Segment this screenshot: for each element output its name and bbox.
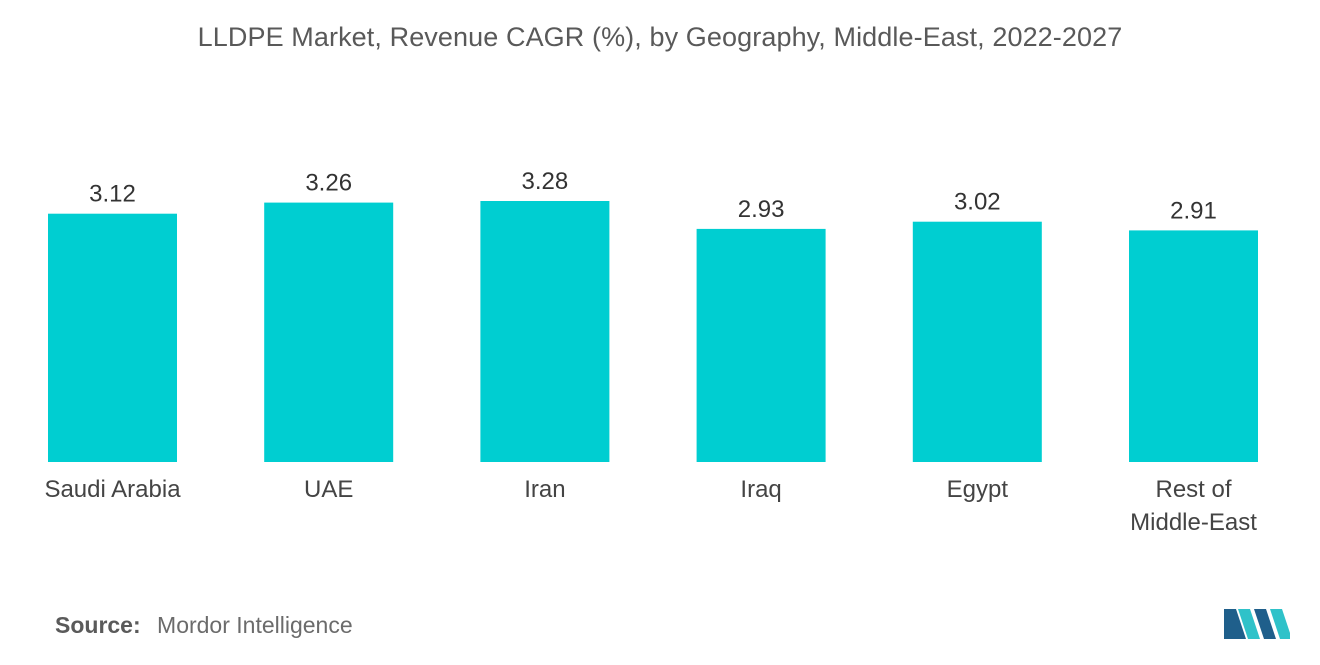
bars-layer: [48, 201, 1258, 462]
bar-3: [696, 228, 826, 462]
bar-1: [264, 202, 394, 462]
bar-4: [912, 221, 1042, 462]
source-note: Source: Mordor Intelligence: [55, 612, 353, 639]
value-label-0: 3.12: [89, 181, 136, 208]
category-label-3: Iraq: [740, 476, 781, 503]
source-text: Mordor Intelligence: [157, 612, 353, 638]
source-label: Source:: [55, 612, 141, 638]
value-label-1: 3.26: [305, 170, 352, 197]
category-label-1: UAE: [304, 476, 353, 503]
bar-5: [1129, 230, 1258, 462]
category-label-0: Saudi Arabia: [44, 476, 181, 503]
category-labels-layer: Saudi Arabia UAE Iran Iraq Egypt Rest of Middl…: [44, 476, 1257, 536]
bar-0: [48, 213, 177, 462]
value-label-2: 3.28: [522, 168, 569, 195]
value-label-5: 2.91: [1170, 197, 1217, 224]
value-label-3: 2.93: [738, 196, 785, 223]
category-label-5-line-0: Rest of: [1155, 476, 1231, 503]
bar-2: [480, 201, 610, 462]
category-label-4: Egypt: [947, 476, 1009, 503]
mordor-logo: [1224, 609, 1290, 639]
value-label-4: 3.02: [954, 189, 1001, 216]
value-labels-layer: 3.12 3.26 3.28 2.93 3.02 2.91: [89, 168, 1217, 224]
category-label-5-line-1: Middle-East: [1130, 509, 1257, 536]
category-label-2: Iran: [524, 476, 565, 503]
chart-title: LLDPE Market, Revenue CAGR (%), by Geogr…: [197, 22, 1123, 52]
